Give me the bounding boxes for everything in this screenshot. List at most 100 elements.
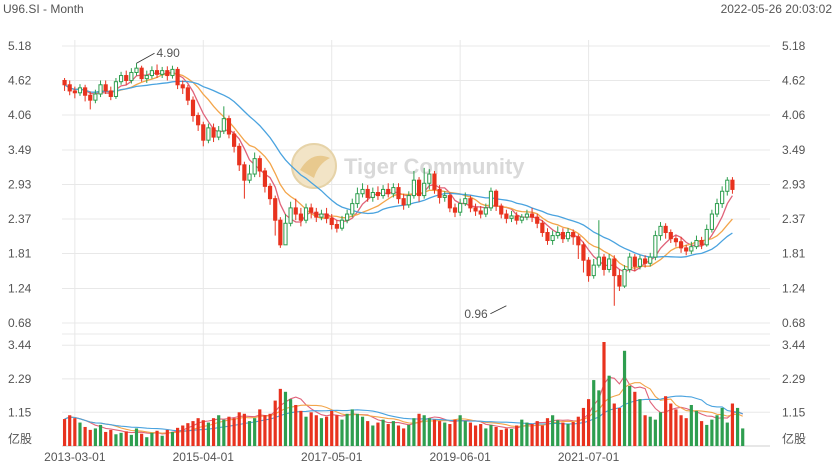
annotation-high-label: 4.90 <box>156 46 180 60</box>
candle-body <box>720 190 725 205</box>
candle-body <box>360 188 365 195</box>
candle-body <box>375 192 381 197</box>
volume-bar <box>669 403 673 446</box>
volume-bar <box>345 413 349 446</box>
volume-bar <box>355 413 359 446</box>
annotation-leader <box>490 305 507 315</box>
candle-body <box>653 235 658 258</box>
candle-body <box>607 258 612 270</box>
candle-body <box>314 211 319 218</box>
volume-bar <box>289 399 293 446</box>
candle-body <box>113 81 119 97</box>
candle-body <box>463 198 468 205</box>
volume-bar <box>186 423 190 446</box>
volume-bar <box>628 385 632 446</box>
price-tick-label-right: 5.18 <box>782 39 806 53</box>
volume-bar <box>68 415 72 446</box>
volume-bar <box>170 431 175 446</box>
price-tick-label-right: 1.81 <box>782 246 806 260</box>
candle-body <box>483 207 488 215</box>
volume-bar <box>689 404 693 446</box>
volume-bar <box>350 409 354 446</box>
price-tick-label-right: 2.93 <box>782 178 806 192</box>
candle-body <box>288 207 293 224</box>
candle-body <box>601 256 607 270</box>
candle-body <box>622 268 627 287</box>
volume-bar <box>62 419 67 446</box>
candle-body <box>411 179 417 197</box>
candle-body <box>93 93 98 101</box>
timestamp-label: 2022-05-26 20:03:02 <box>720 2 832 16</box>
volume-bar <box>319 418 324 446</box>
volume-bar <box>396 425 401 446</box>
volume-bar <box>273 400 277 446</box>
volume-bar <box>468 422 473 446</box>
candle-body <box>591 264 596 277</box>
volume-bar <box>253 418 257 446</box>
volume-bar <box>581 407 586 446</box>
volume-bar <box>78 422 82 446</box>
candle-body <box>185 87 190 101</box>
candle-body <box>617 275 622 287</box>
volume-bar <box>335 415 339 446</box>
volume-bar <box>366 421 370 446</box>
candle-body <box>612 258 617 277</box>
volume-bar <box>340 419 344 446</box>
candle-body <box>709 213 714 230</box>
volume-bar <box>741 428 745 446</box>
candle-body <box>380 188 386 197</box>
volume-bar <box>458 415 462 446</box>
volume-tick-label-right: 2.29 <box>782 372 806 386</box>
volume-bar <box>93 428 97 446</box>
volume-bar <box>422 415 426 446</box>
volume-bar <box>509 429 514 446</box>
volume-bar <box>268 413 272 446</box>
candle-body <box>196 115 201 126</box>
volume-bar <box>700 421 704 446</box>
annotation-low-label: 0.96 <box>464 307 488 321</box>
candle-body <box>673 238 679 243</box>
volume-bar <box>633 391 637 446</box>
volume-bar <box>489 424 493 446</box>
candle-body <box>206 127 211 141</box>
candle-body <box>170 68 175 77</box>
candle-body <box>499 205 504 215</box>
tiger-community-logo-mark <box>300 155 330 178</box>
volume-bar <box>597 390 601 446</box>
volume-unit-label-right: 亿股 <box>782 431 806 446</box>
candle-body <box>139 67 144 80</box>
price-tick-label-right: 4.06 <box>782 108 806 122</box>
candle-body <box>293 207 298 215</box>
candle-body <box>88 94 93 101</box>
candle-body <box>519 216 524 221</box>
volume-bar <box>592 380 596 446</box>
candle-body <box>458 203 463 213</box>
candle-body <box>514 215 519 221</box>
volume-bar <box>175 427 180 446</box>
volume-bar <box>242 413 246 446</box>
volume-bar <box>140 433 144 446</box>
candle-body <box>160 70 165 75</box>
candle-body <box>684 247 689 252</box>
volume-bar <box>391 421 395 446</box>
volume-bar <box>479 424 483 446</box>
volume-bar <box>515 425 519 446</box>
price-tick-label-right: 4.62 <box>782 73 806 87</box>
volume-bar <box>160 435 164 446</box>
volume-bar <box>114 434 118 446</box>
price-tick-label-right: 3.49 <box>782 143 806 157</box>
candle-body <box>442 195 447 198</box>
candle-body <box>267 185 273 200</box>
price-tick-label-left: 2.93 <box>8 178 32 192</box>
candle-body <box>540 222 545 234</box>
volume-bar <box>145 437 149 446</box>
candlestick-series <box>62 63 735 306</box>
candle-body <box>596 256 601 266</box>
axes: 5.18 5.18 4.62 4.62 4.06 4.06 3.49 3.49 2.93 2.93… <box>8 39 806 464</box>
candle-body <box>124 75 129 81</box>
candle-body <box>257 158 262 172</box>
volume-bar <box>674 409 678 446</box>
volume-bar <box>227 416 231 446</box>
candle-body <box>67 84 72 92</box>
